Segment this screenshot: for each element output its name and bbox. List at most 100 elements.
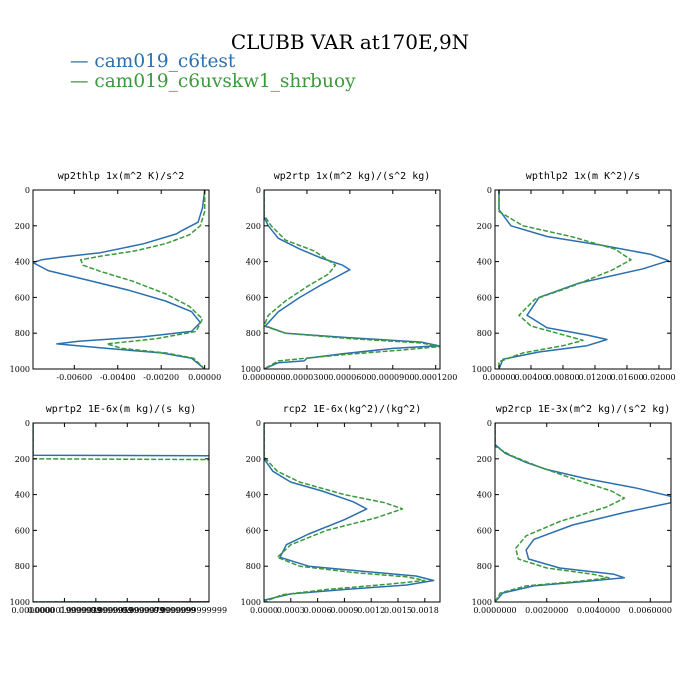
y-tick-label: 0 <box>487 186 492 195</box>
x-tick-label: 0.0000000 <box>242 373 285 382</box>
y-tick-label: 0 <box>256 186 261 195</box>
y-tick-label: 600 <box>477 526 492 535</box>
x-tick-label: 0.00000 <box>188 373 221 382</box>
x-tick-label: 0.0000300 <box>285 373 328 382</box>
panel-5: rcp2 1E-6x(kg^2)/(kg^2) 0 200 400 600 800 1000… <box>241 404 441 615</box>
panel-4: wprtp2 1E-6x(m kg)/(s kg) 0 200 400 600 800 10… <box>10 404 227 615</box>
plot-frame <box>494 189 672 370</box>
plot-frame <box>263 422 441 603</box>
y-tick-label: 600 <box>246 526 261 535</box>
panel-6: wp2rcp 1E-3x(m^2 kg)/(s^2 kg) 0 200 400 600 8… <box>472 404 672 615</box>
y-tick-label: 400 <box>477 491 492 500</box>
x-tick-label: 0.0018 <box>411 606 439 615</box>
y-tick-label: 800 <box>15 329 30 338</box>
y-tick-label: 400 <box>246 491 261 500</box>
x-tick-label: 0.0015 <box>384 606 412 615</box>
y-tick-label: 400 <box>246 258 261 267</box>
panel-title: wprtp2 1E-6x(m kg)/(s kg) <box>46 404 197 415</box>
series-line-shrbuoy <box>495 423 626 602</box>
x-tick-label: 0.0000600 <box>328 373 371 382</box>
plot-frame <box>32 422 210 603</box>
y-tick-label: 600 <box>246 293 261 302</box>
x-tick-label: -0.00200 <box>143 373 179 382</box>
plot-frame <box>263 189 441 370</box>
x-tick-label: 0.0000039999999 <box>59 606 133 615</box>
panel-3: wpthlp2 1x(m K^2)/s020040060080010000.00… <box>472 171 676 382</box>
y-tick-label: 200 <box>477 455 492 464</box>
y-tick-label: 600 <box>15 526 30 535</box>
y-tick-label: 800 <box>246 562 261 571</box>
panel-2: wp2rtp 1x(m^2 kg)/(s^2 kg) 0 200 400 600 800 1… <box>241 171 458 382</box>
series-line-shrbuoy <box>80 190 206 369</box>
x-tick-label: 0.00400 <box>514 373 547 382</box>
x-tick-label: -0.00600 <box>56 373 92 382</box>
y-tick-label: 0 <box>256 419 261 428</box>
y-tick-label: 800 <box>477 329 492 338</box>
y-tick-label: 1000 <box>241 365 261 374</box>
y-tick-label: 200 <box>246 455 261 464</box>
x-tick-label: 0.0060000 <box>629 606 672 615</box>
x-tick-label: 0.0006 <box>304 606 332 615</box>
y-tick-label: 1000 <box>10 598 30 607</box>
x-tick-label: 0.02000 <box>642 373 675 382</box>
x-tick-label: 0.0000900 <box>371 373 414 382</box>
legend-entry-shrbuoy: — cam019_c6uvskw1_shrbuoy <box>70 71 356 92</box>
x-tick-label: 0.0001200 <box>414 373 457 382</box>
y-tick-label: 600 <box>477 293 492 302</box>
panel-title: wp2thlp 1x(m^2 K)/s^2 <box>58 171 184 182</box>
x-tick-label: 0.0000000 <box>11 606 54 615</box>
panel-title: rcp2 1E-6x(kg^2)/(kg^2) <box>283 404 421 415</box>
x-tick-label: 0.01200 <box>578 373 611 382</box>
series-line-shrbuoy <box>264 423 426 602</box>
y-tick-label: 600 <box>15 293 30 302</box>
x-tick-label: 0.0020000 <box>525 606 568 615</box>
y-tick-label: 800 <box>15 562 30 571</box>
x-tick-label: 0.0000059999999 <box>90 606 164 615</box>
plot-frame <box>32 189 210 370</box>
x-tick-label: 0.0000 <box>250 606 278 615</box>
y-tick-label: 0 <box>25 419 30 428</box>
plot-frame <box>494 422 672 603</box>
x-tick-label: 0.00000 <box>482 373 515 382</box>
figure-title: CLUBB VAR at170E,9N <box>230 30 470 54</box>
y-tick-label: 200 <box>246 222 261 231</box>
x-tick-label: 0.0000079999999 <box>122 606 196 615</box>
panel-1: wp2thlp 1x(m^2 K)/s^2 0 200 400 600 800 1000 -0… <box>10 171 222 382</box>
legend-entry-c6test: — cam019_c6test <box>70 51 236 72</box>
panel-title: wp2rtp 1x(m^2 kg)/(s^2 kg) <box>274 171 431 182</box>
series-line-shrbuoy <box>498 190 632 369</box>
series-line-c6test <box>264 423 435 602</box>
y-tick-label: 400 <box>15 491 30 500</box>
y-tick-label: 200 <box>477 222 492 231</box>
x-tick-label: 0.0009 <box>330 606 358 615</box>
y-tick-label: 400 <box>477 258 492 267</box>
y-tick-label: 0 <box>25 186 30 195</box>
x-tick-label: 0.0000019999999 <box>28 606 102 615</box>
x-tick-label: -0.00400 <box>100 373 136 382</box>
y-tick-label: 200 <box>15 222 30 231</box>
y-tick-label: 1000 <box>241 598 261 607</box>
y-tick-label: 0 <box>487 419 492 428</box>
x-tick-label: 0.01600 <box>610 373 643 382</box>
series-line-c6test <box>33 190 206 369</box>
series-line-shrbuoy <box>264 190 440 369</box>
series-line-c6test <box>498 190 670 369</box>
y-tick-label: 800 <box>246 329 261 338</box>
x-tick-label: 0.0000099999999 <box>153 606 227 615</box>
panel-title: wpthlp2 1x(m K^2)/s <box>526 171 640 182</box>
x-tick-label: 0.0000000 <box>473 606 516 615</box>
x-tick-label: 0.00800 <box>546 373 579 382</box>
x-tick-label: 0.0040000 <box>577 606 620 615</box>
y-tick-label: 1000 <box>10 365 30 374</box>
y-tick-label: 1000 <box>472 598 492 607</box>
series-line-c6test <box>495 423 671 602</box>
y-tick-label: 1000 <box>472 365 492 374</box>
y-tick-label: 800 <box>477 562 492 571</box>
panel-title: wp2rcp 1E-3x(m^2 kg)/(s^2 kg) <box>496 404 671 415</box>
y-tick-label: 400 <box>15 258 30 267</box>
y-tick-label: 200 <box>15 455 30 464</box>
x-tick-label: 0.0003 <box>277 606 305 615</box>
x-tick-label: 0.0012 <box>357 606 385 615</box>
